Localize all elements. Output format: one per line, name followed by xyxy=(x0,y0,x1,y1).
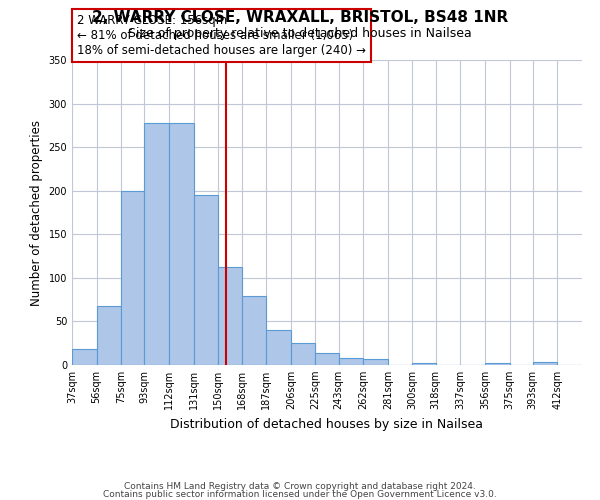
Bar xyxy=(72,350,97,365)
Bar xyxy=(194,195,218,365)
Bar xyxy=(412,364,436,365)
Bar xyxy=(121,190,145,365)
Bar xyxy=(338,358,363,365)
Text: Size of property relative to detached houses in Nailsea: Size of property relative to detached ho… xyxy=(128,28,472,40)
Bar xyxy=(291,343,316,365)
Bar xyxy=(97,306,121,365)
Bar xyxy=(266,330,291,365)
Bar xyxy=(533,362,557,365)
Text: Contains public sector information licensed under the Open Government Licence v3: Contains public sector information licen… xyxy=(103,490,497,499)
Text: 2, WARRY CLOSE, WRAXALL, BRISTOL, BS48 1NR: 2, WARRY CLOSE, WRAXALL, BRISTOL, BS48 1… xyxy=(92,10,508,25)
Y-axis label: Number of detached properties: Number of detached properties xyxy=(30,120,43,306)
Bar xyxy=(242,296,266,365)
Bar xyxy=(218,266,242,365)
Bar xyxy=(363,359,388,365)
Text: Contains HM Land Registry data © Crown copyright and database right 2024.: Contains HM Land Registry data © Crown c… xyxy=(124,482,476,491)
Bar xyxy=(145,122,169,365)
Bar xyxy=(485,364,509,365)
Bar xyxy=(316,353,338,365)
X-axis label: Distribution of detached houses by size in Nailsea: Distribution of detached houses by size … xyxy=(170,418,484,430)
Bar xyxy=(169,122,194,365)
Text: 2 WARRY CLOSE: 156sqm
← 81% of detached houses are smaller (1,065)
18% of semi-d: 2 WARRY CLOSE: 156sqm ← 81% of detached … xyxy=(77,14,366,57)
